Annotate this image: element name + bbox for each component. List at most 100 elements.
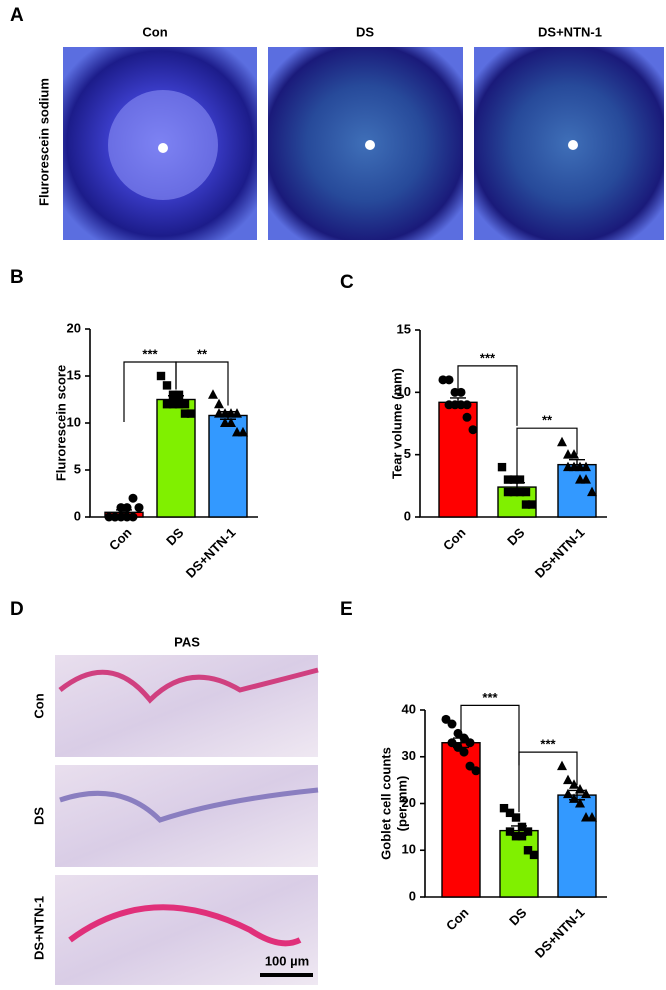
data-point [180, 400, 190, 409]
significance-label: *** [142, 346, 158, 361]
y-tick-label: 5 [74, 461, 81, 476]
data-point [497, 462, 507, 472]
data-point [122, 503, 132, 513]
row-label: Flurorescein sodium [36, 78, 51, 206]
data-point [529, 850, 539, 860]
data-point [226, 417, 236, 427]
data-point [569, 779, 579, 789]
data-point [232, 408, 242, 418]
x-tick-label: DS+NTN-1 [183, 525, 239, 581]
bar [156, 398, 196, 518]
histology-image [55, 655, 318, 757]
y-axis-label: Goblet cell counts [378, 747, 393, 860]
row-label: DS+NTN-1 [31, 896, 46, 960]
data-point [156, 371, 166, 381]
significance-bracket [518, 751, 578, 813]
eye-reflection [365, 140, 375, 150]
data-point [214, 398, 224, 409]
row-label: Con [31, 693, 46, 718]
data-point [456, 400, 466, 410]
significance-label: ** [197, 346, 208, 361]
significance-bracket [457, 365, 518, 426]
data-point [509, 487, 519, 497]
data-point [134, 503, 144, 513]
data-point [587, 486, 597, 497]
panel-label: E [340, 599, 353, 620]
data-point [527, 500, 537, 509]
data-point [162, 381, 172, 390]
y-axis-label: Tear volume (mm) [389, 368, 404, 479]
bar [557, 463, 597, 518]
significance-label: ** [542, 413, 553, 428]
eye-reflection [158, 143, 168, 153]
y-tick-label: 10 [67, 414, 81, 429]
eye-reflection [568, 140, 578, 150]
data-point [168, 400, 178, 409]
y-tick-label: 0 [409, 888, 416, 903]
y-tick-label: 10 [397, 384, 411, 399]
data-point [162, 400, 172, 409]
y-tick-label: 20 [402, 795, 416, 810]
data-point [575, 783, 585, 794]
data-point [447, 719, 457, 729]
data-point [465, 738, 475, 748]
data-point [569, 461, 579, 472]
x-tick-label: Con [440, 525, 469, 554]
column-label: Con [142, 24, 167, 39]
data-point [581, 474, 591, 484]
histology-image [55, 875, 318, 985]
row-label: DS [31, 807, 46, 825]
data-point [511, 832, 521, 841]
y-tick-label: 40 [402, 701, 416, 716]
column-label: DS+NTN-1 [538, 24, 602, 39]
data-point [214, 408, 224, 418]
image-title: PAS [174, 634, 200, 649]
histology-feature [68, 904, 302, 947]
data-point [509, 475, 519, 484]
data-point [110, 512, 120, 522]
significance-label: *** [540, 737, 556, 752]
data-point [515, 475, 525, 484]
data-point [503, 487, 513, 497]
y-tick-label: 10 [402, 842, 416, 857]
column-label: DS [356, 24, 374, 39]
data-point [511, 813, 521, 822]
data-point [174, 400, 184, 409]
panel-label: A [10, 5, 24, 26]
data-point [557, 436, 567, 447]
significance-label: *** [480, 350, 496, 365]
data-point [462, 412, 472, 422]
data-point [517, 822, 527, 832]
data-point [444, 375, 454, 385]
data-point [505, 827, 515, 836]
y-axis-label: (per mm) [394, 776, 409, 832]
data-point [563, 788, 573, 799]
data-point [180, 409, 190, 418]
bar [557, 794, 597, 898]
y-tick-label: 0 [74, 508, 81, 523]
data-point [521, 487, 531, 497]
y-tick-label: 15 [67, 367, 81, 382]
data-point [456, 387, 466, 397]
data-point [569, 793, 579, 803]
histology-feature [59, 787, 319, 823]
data-point [503, 475, 513, 484]
data-point [505, 808, 515, 818]
significance-label: *** [482, 690, 498, 705]
data-point [563, 774, 573, 785]
x-tick-label: DS+NTN-1 [532, 525, 588, 581]
data-point [587, 812, 597, 822]
data-point [581, 461, 591, 472]
x-tick-label: Con [106, 525, 135, 554]
y-tick-label: 5 [404, 446, 411, 461]
data-point [575, 798, 585, 808]
data-point [499, 803, 509, 813]
data-point [523, 846, 533, 855]
data-point [168, 390, 178, 399]
significance-bracket [516, 427, 578, 478]
bar [438, 401, 478, 518]
data-point [471, 766, 481, 776]
panel-label: B [10, 267, 24, 288]
data-point [128, 512, 138, 522]
